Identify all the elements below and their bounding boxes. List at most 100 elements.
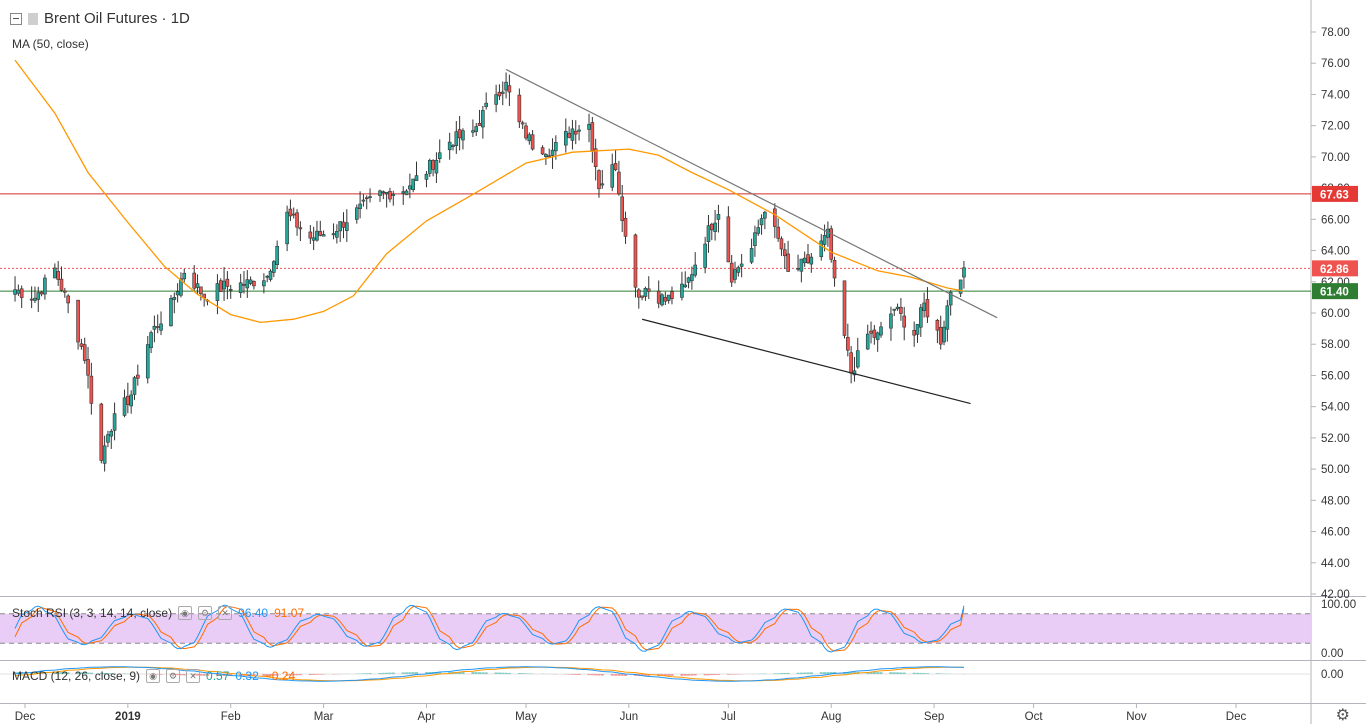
candle bbox=[780, 239, 783, 249]
eye-icon[interactable]: ◉ bbox=[146, 669, 160, 683]
stoch-rsi-legend[interactable]: Stoch RSI (3, 3, 14, 14, close) ◉ ⚙ ✕ 96… bbox=[12, 606, 304, 620]
candle bbox=[448, 142, 451, 150]
candle bbox=[408, 186, 411, 189]
candle bbox=[634, 235, 637, 287]
x-tick-label: Dec bbox=[15, 711, 36, 723]
macd-hist-bar bbox=[823, 672, 826, 674]
x-tick-label: Dec bbox=[1226, 711, 1247, 723]
candle bbox=[252, 281, 255, 286]
candle bbox=[899, 307, 902, 313]
x-tick-label: Oct bbox=[1025, 711, 1044, 723]
candle bbox=[823, 235, 826, 244]
close-icon[interactable]: ✕ bbox=[218, 606, 232, 620]
candle bbox=[412, 179, 415, 190]
candle bbox=[362, 200, 365, 201]
close-icon[interactable]: ✕ bbox=[186, 669, 200, 683]
macd-hist-bar bbox=[382, 673, 385, 674]
macd-hist-bar bbox=[315, 674, 318, 675]
candle bbox=[17, 290, 20, 293]
stoch-rsi-title: Stoch RSI (3, 3, 14, 14, close) bbox=[12, 606, 172, 620]
macd-hist-bar bbox=[913, 673, 916, 674]
y-tick-label: 76.00 bbox=[1321, 58, 1350, 70]
candle bbox=[740, 264, 743, 266]
macd-hist-bar bbox=[783, 673, 786, 674]
candle bbox=[80, 344, 83, 347]
macd-hist-bar bbox=[402, 672, 405, 674]
candle bbox=[365, 198, 368, 199]
candle bbox=[624, 218, 627, 236]
candle bbox=[289, 209, 292, 216]
candle bbox=[783, 250, 786, 256]
y-tick-label: 46.00 bbox=[1321, 527, 1350, 539]
current-price-label: 62.86 bbox=[1320, 264, 1349, 276]
candle bbox=[614, 163, 617, 169]
macd-hist-bar bbox=[369, 673, 372, 674]
resistance-price-label: 67.63 bbox=[1320, 189, 1349, 201]
collapse-icon[interactable] bbox=[10, 13, 22, 25]
candle bbox=[644, 288, 647, 296]
settings-icon[interactable]: ⚙ bbox=[166, 669, 180, 683]
macd-title: MACD (12, 26, close, 9) bbox=[12, 669, 140, 683]
candle bbox=[475, 127, 478, 132]
y-tick-label: 60.00 bbox=[1321, 308, 1350, 320]
candle bbox=[505, 82, 508, 90]
candle bbox=[687, 278, 690, 283]
candle bbox=[564, 131, 567, 145]
candle bbox=[402, 192, 405, 193]
settings-icon[interactable]: ⚙ bbox=[198, 606, 212, 620]
candle bbox=[415, 176, 418, 181]
x-tick-label: Aug bbox=[821, 711, 841, 723]
eye-icon[interactable]: ◉ bbox=[178, 606, 192, 620]
candle bbox=[392, 194, 395, 195]
macd-legend[interactable]: MACD (12, 26, close, 9) ◉ ⚙ ✕ 0.57 0.32 … bbox=[12, 669, 295, 683]
candle bbox=[461, 131, 464, 140]
macd-hist-bar bbox=[670, 674, 673, 676]
candle bbox=[382, 192, 385, 193]
candle bbox=[63, 291, 66, 292]
candle bbox=[485, 103, 488, 106]
candle bbox=[196, 284, 199, 288]
candle bbox=[455, 132, 458, 146]
candle bbox=[150, 333, 153, 348]
macd-hist-bar bbox=[704, 674, 707, 675]
macd-hist-bar bbox=[787, 673, 790, 674]
candle bbox=[385, 192, 388, 194]
symbol-legend[interactable]: Brent Oil Futures · 1D bbox=[10, 10, 190, 27]
macd-hist-bar bbox=[667, 674, 670, 676]
macd-hist-bar bbox=[379, 673, 382, 674]
candle bbox=[335, 231, 338, 237]
macd-hist-bar bbox=[617, 674, 620, 676]
candle bbox=[797, 268, 800, 269]
macd-hist-bar bbox=[773, 673, 776, 674]
gear-icon[interactable]: ⚙ bbox=[1336, 705, 1350, 725]
candle bbox=[734, 270, 737, 280]
macd-hist-bar bbox=[893, 672, 896, 674]
macd-hist-bar bbox=[521, 673, 524, 674]
macd-hist-bar bbox=[505, 673, 508, 674]
candle bbox=[763, 212, 766, 218]
macd-hist-bar bbox=[730, 674, 733, 675]
candle bbox=[800, 259, 803, 271]
macd-hist-bar bbox=[385, 673, 388, 674]
macd-hist-bar bbox=[727, 674, 730, 675]
macd-hist-bar bbox=[899, 672, 902, 674]
candle bbox=[133, 378, 136, 395]
candle bbox=[753, 233, 756, 246]
candle bbox=[379, 191, 382, 196]
candle bbox=[531, 135, 534, 149]
candle bbox=[707, 226, 710, 242]
candle bbox=[680, 284, 683, 297]
macd-hist-bar bbox=[919, 673, 922, 674]
candle bbox=[106, 435, 109, 443]
macd-hist-bar bbox=[498, 673, 501, 674]
candle bbox=[309, 232, 312, 238]
ma-legend[interactable]: MA (50, close) bbox=[12, 37, 89, 51]
candle bbox=[14, 290, 17, 295]
macd-hist-bar bbox=[684, 674, 687, 676]
symbol-title: Brent Oil Futures · 1D bbox=[44, 10, 190, 27]
macd-hist-bar bbox=[936, 673, 939, 674]
macd-hist-bar bbox=[392, 673, 395, 674]
candle bbox=[803, 258, 806, 263]
macd-hist-bar bbox=[495, 672, 498, 674]
candle bbox=[893, 309, 896, 310]
